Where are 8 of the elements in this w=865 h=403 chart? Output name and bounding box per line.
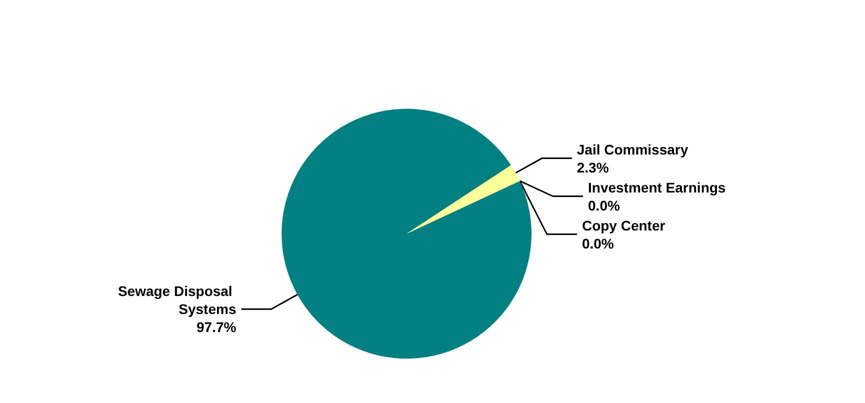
category-label: Copy Center [582,217,666,234]
text: 0.0% [582,235,614,252]
data-label: 97.7% [196,319,237,336]
legend-label: Investment Earnings [588,179,726,196]
slice-label: Jail Commissary [576,141,688,158]
data-label: 2.3% [576,159,610,176]
slice-label: Sewage Disposal Systems [118,283,236,318]
text: 0.0% [588,197,620,214]
